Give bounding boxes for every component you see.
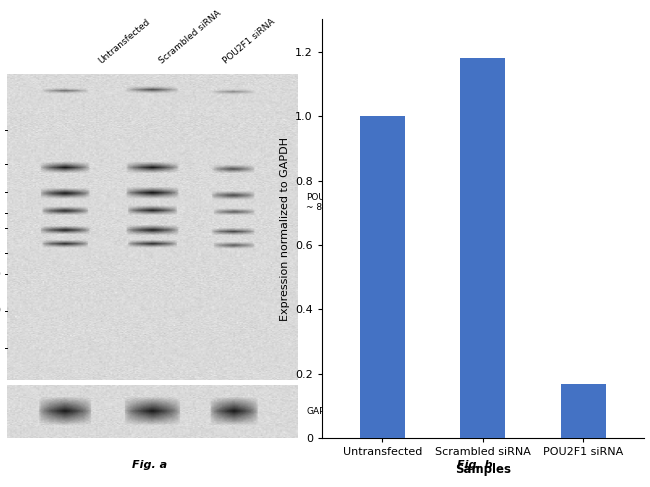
Text: Fig. a: Fig. a: [132, 460, 167, 470]
Text: 50: 50: [0, 208, 1, 218]
Text: GAPDH: GAPDH: [306, 407, 338, 416]
Text: POU2F1 siRNA: POU2F1 siRNA: [222, 18, 277, 66]
Bar: [560, 384, 606, 438]
Text: 80: 80: [0, 248, 1, 257]
Text: 60: 60: [0, 224, 1, 233]
Y-axis label: Expression normalized to GAPDH: Expression normalized to GAPDH: [280, 137, 290, 321]
Bar: [460, 58, 505, 438]
Text: 20: 20: [0, 126, 1, 135]
Text: Scrambled siRNA: Scrambled siRNA: [158, 9, 223, 66]
Text: 30: 30: [0, 160, 1, 169]
Text: 160: 160: [0, 306, 1, 316]
Text: 110: 110: [0, 270, 1, 279]
Text: Untransfected: Untransfected: [97, 18, 152, 66]
Text: 40: 40: [0, 187, 1, 196]
X-axis label: Samples: Samples: [455, 463, 511, 476]
Text: POU2F1
~ 80 kDa: POU2F1 ~ 80 kDa: [306, 193, 348, 212]
Bar: [359, 116, 405, 438]
Text: 260: 260: [0, 343, 1, 352]
Text: Fig. b: Fig. b: [457, 460, 492, 470]
